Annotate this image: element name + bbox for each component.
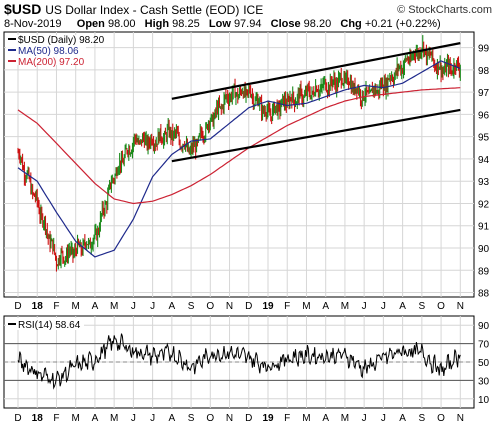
close-value: 98.20 [303,18,332,30]
rsi-y-tick-label: 50 [478,358,490,369]
price-y-tick-label: 99 [478,44,490,55]
price-x-tick-label: S [188,301,195,312]
price-x-tick-label: N [226,301,233,312]
low-value: 97.94 [233,18,262,30]
rsi-legend-box [6,318,84,330]
quote-line: 8-Nov-2019 Open 98.00 High 98.25 Low 97.… [4,18,441,30]
price-x-tick-label: A [92,301,99,312]
price-x-tick-label: N [457,301,464,312]
rsi-x-tick-label: A [169,413,176,424]
price-x-tick-label: F [53,301,59,312]
price-x-tick-label: J [381,301,386,312]
price-y-tick-label: 97 [478,88,490,99]
legend-ma50-label: MA(50) 98.06 [18,46,79,57]
rsi-x-tick-label: A [92,413,99,424]
rsi-x-tick-label: F [53,413,59,424]
rsi-legend-label: RSI(14) 58.64 [18,320,81,331]
ma200-line [17,87,461,205]
rsi-x-tick-label: O [437,413,445,424]
price-x-tick-label: M [110,301,118,312]
price-x-tick-label: 18 [32,301,44,312]
price-x-tick-label: M [72,301,80,312]
price-y-tick-label: 98 [478,66,490,77]
rsi-x-tick-label: J [362,413,367,424]
open-value: 98.00 [107,18,136,30]
price-y-tick-label: 94 [478,155,490,166]
channel-lower-line [171,108,461,163]
rsi-x-tick-label: D [14,413,21,424]
rsi-x-tick-label: M [341,413,349,424]
legend-ma200-label: MA(200) 97.20 [18,57,85,68]
rsi-x-tick-label: 19 [262,413,274,424]
rsi-y-tick-label: 90 [478,321,490,332]
description: US Dollar Index - Cash Settle (EOD) [45,3,240,17]
rsi-x-tick-label: S [419,413,426,424]
rsi-x-tick-label: M [72,413,80,424]
price-y-tick-label: 92 [478,199,490,210]
rsi-x-tick-label: 18 [32,413,44,424]
price-x-tick-label: M [302,301,310,312]
price-x-tick-label: O [437,301,445,312]
chart-title: $USD US Dollar Index - Cash Settle (EOD)… [4,1,263,17]
rsi-x-tick-label: S [188,413,195,424]
high-label: High [144,18,170,30]
rsi-x-tick-label: J [381,413,386,424]
legend-box [6,35,86,65]
price-y-tick-label: 88 [478,289,490,300]
price-x-tick-label: J [131,301,136,312]
rsi-x-tick-label: A [322,413,329,424]
close-label: Close [270,18,301,30]
rsi-x-tick-label: M [110,413,118,424]
symbol: $USD [4,1,42,17]
credit: © StockCharts.com [397,4,492,16]
price-x-tick-label: M [341,301,349,312]
price-y-tick-label: 93 [478,177,490,188]
price-x-tick-label: A [399,301,406,312]
rsi-x-tick-label: J [150,413,155,424]
price-y-tick-label: 89 [478,266,490,277]
open-label: Open [76,18,105,30]
price-x-tick-label: D [245,301,252,312]
price-x-tick-label: D [14,301,21,312]
price-x-tick-label: J [150,301,155,312]
quote-date: 8-Nov-2019 [4,18,62,30]
channel-upper-line [171,42,461,100]
price-panel: D 18 F M A M J J A S O N D 19 F M A M J J A S O N88899091929394… [3,31,490,312]
price-y-tick-label: 96 [478,110,490,121]
legend-price-label: $USD (Daily) 98.20 [18,35,105,46]
price-x-tick-label: 19 [262,301,274,312]
price-y-tick-label: 90 [478,244,490,255]
price-x-tick-label: F [284,301,290,312]
price-y-tick-label: 91 [478,222,490,233]
price-x-tick-label: O [206,301,214,312]
price-x-tick-label: A [322,301,329,312]
price-y-tick-label: 95 [478,133,490,144]
low-label: Low [208,18,231,30]
high-value: 98.25 [172,18,200,30]
rsi-x-tick-label: M [302,413,310,424]
rsi-x-tick-label: F [284,413,290,424]
price-x-tick-label: S [419,301,426,312]
chg-label: Chg [340,18,362,30]
rsi-y-tick-label: 30 [478,376,490,387]
rsi-x-tick-label: N [226,413,233,424]
rsi-line [17,333,461,390]
price-x-tick-label: A [169,301,176,312]
rsi-y-tick-label: 10 [478,395,490,406]
rsi-x-tick-label: O [206,413,214,424]
ma50-line [17,60,461,258]
chg-value: +0.21 (+0.22%) [364,18,441,30]
rsi-panel: D 18 F M A M J J A S O N D 19 F M A M J J A S O N1030507090RSI(… [3,315,490,424]
rsi-x-tick-label: A [399,413,406,424]
price-x-tick-label: J [362,301,367,312]
rsi-y-tick-label: 70 [478,340,490,351]
rsi-x-tick-label: J [131,413,136,424]
rsi-x-tick-label: D [245,413,252,424]
rsi-x-tick-label: N [457,413,464,424]
exchange: ICE [243,3,264,17]
